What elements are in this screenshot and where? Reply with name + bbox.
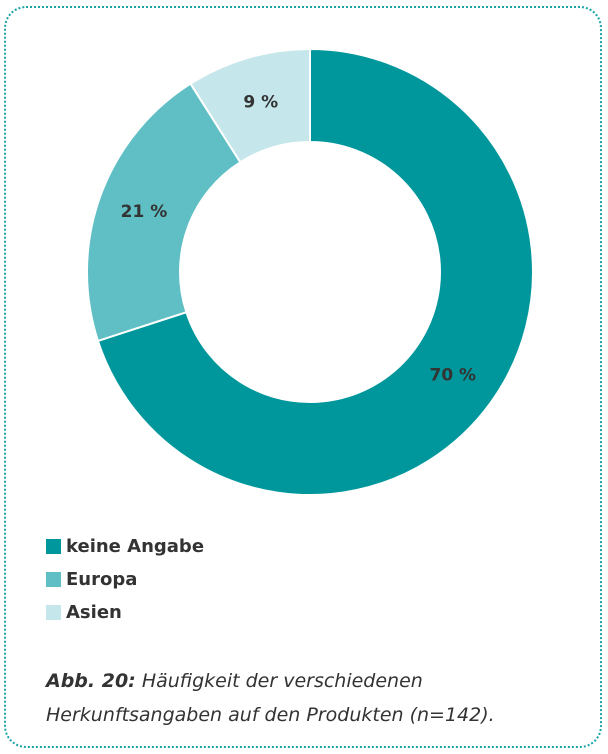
value-label: 70 % [429,366,476,386]
legend-item: keine Angabe [46,530,204,563]
legend-swatch [46,572,61,587]
legend-item: Europa [46,563,204,596]
legend-label: keine Angabe [66,536,205,557]
legend-label: Europa [66,569,138,590]
legend: keine Angabe Europa Asien [46,530,204,629]
legend-swatch [46,539,61,554]
chart: 70 % 21 % 9 % [86,47,534,496]
caption: Abb. 20: Häufigkeit der verschiedenen He… [46,664,566,732]
frame [4,6,602,748]
caption-label: Abb. 20: [46,670,136,692]
legend-item: Asien [46,596,204,629]
legend-label: Asien [66,602,122,623]
caption-text: Häufigkeit der verschiedenen Herkunftsan… [46,670,495,726]
value-label: 9 % [243,93,278,113]
slice [86,82,242,343]
value-label: 21 % [121,202,168,222]
slice [189,47,311,164]
legend-swatch [46,605,61,620]
slice [96,47,534,496]
